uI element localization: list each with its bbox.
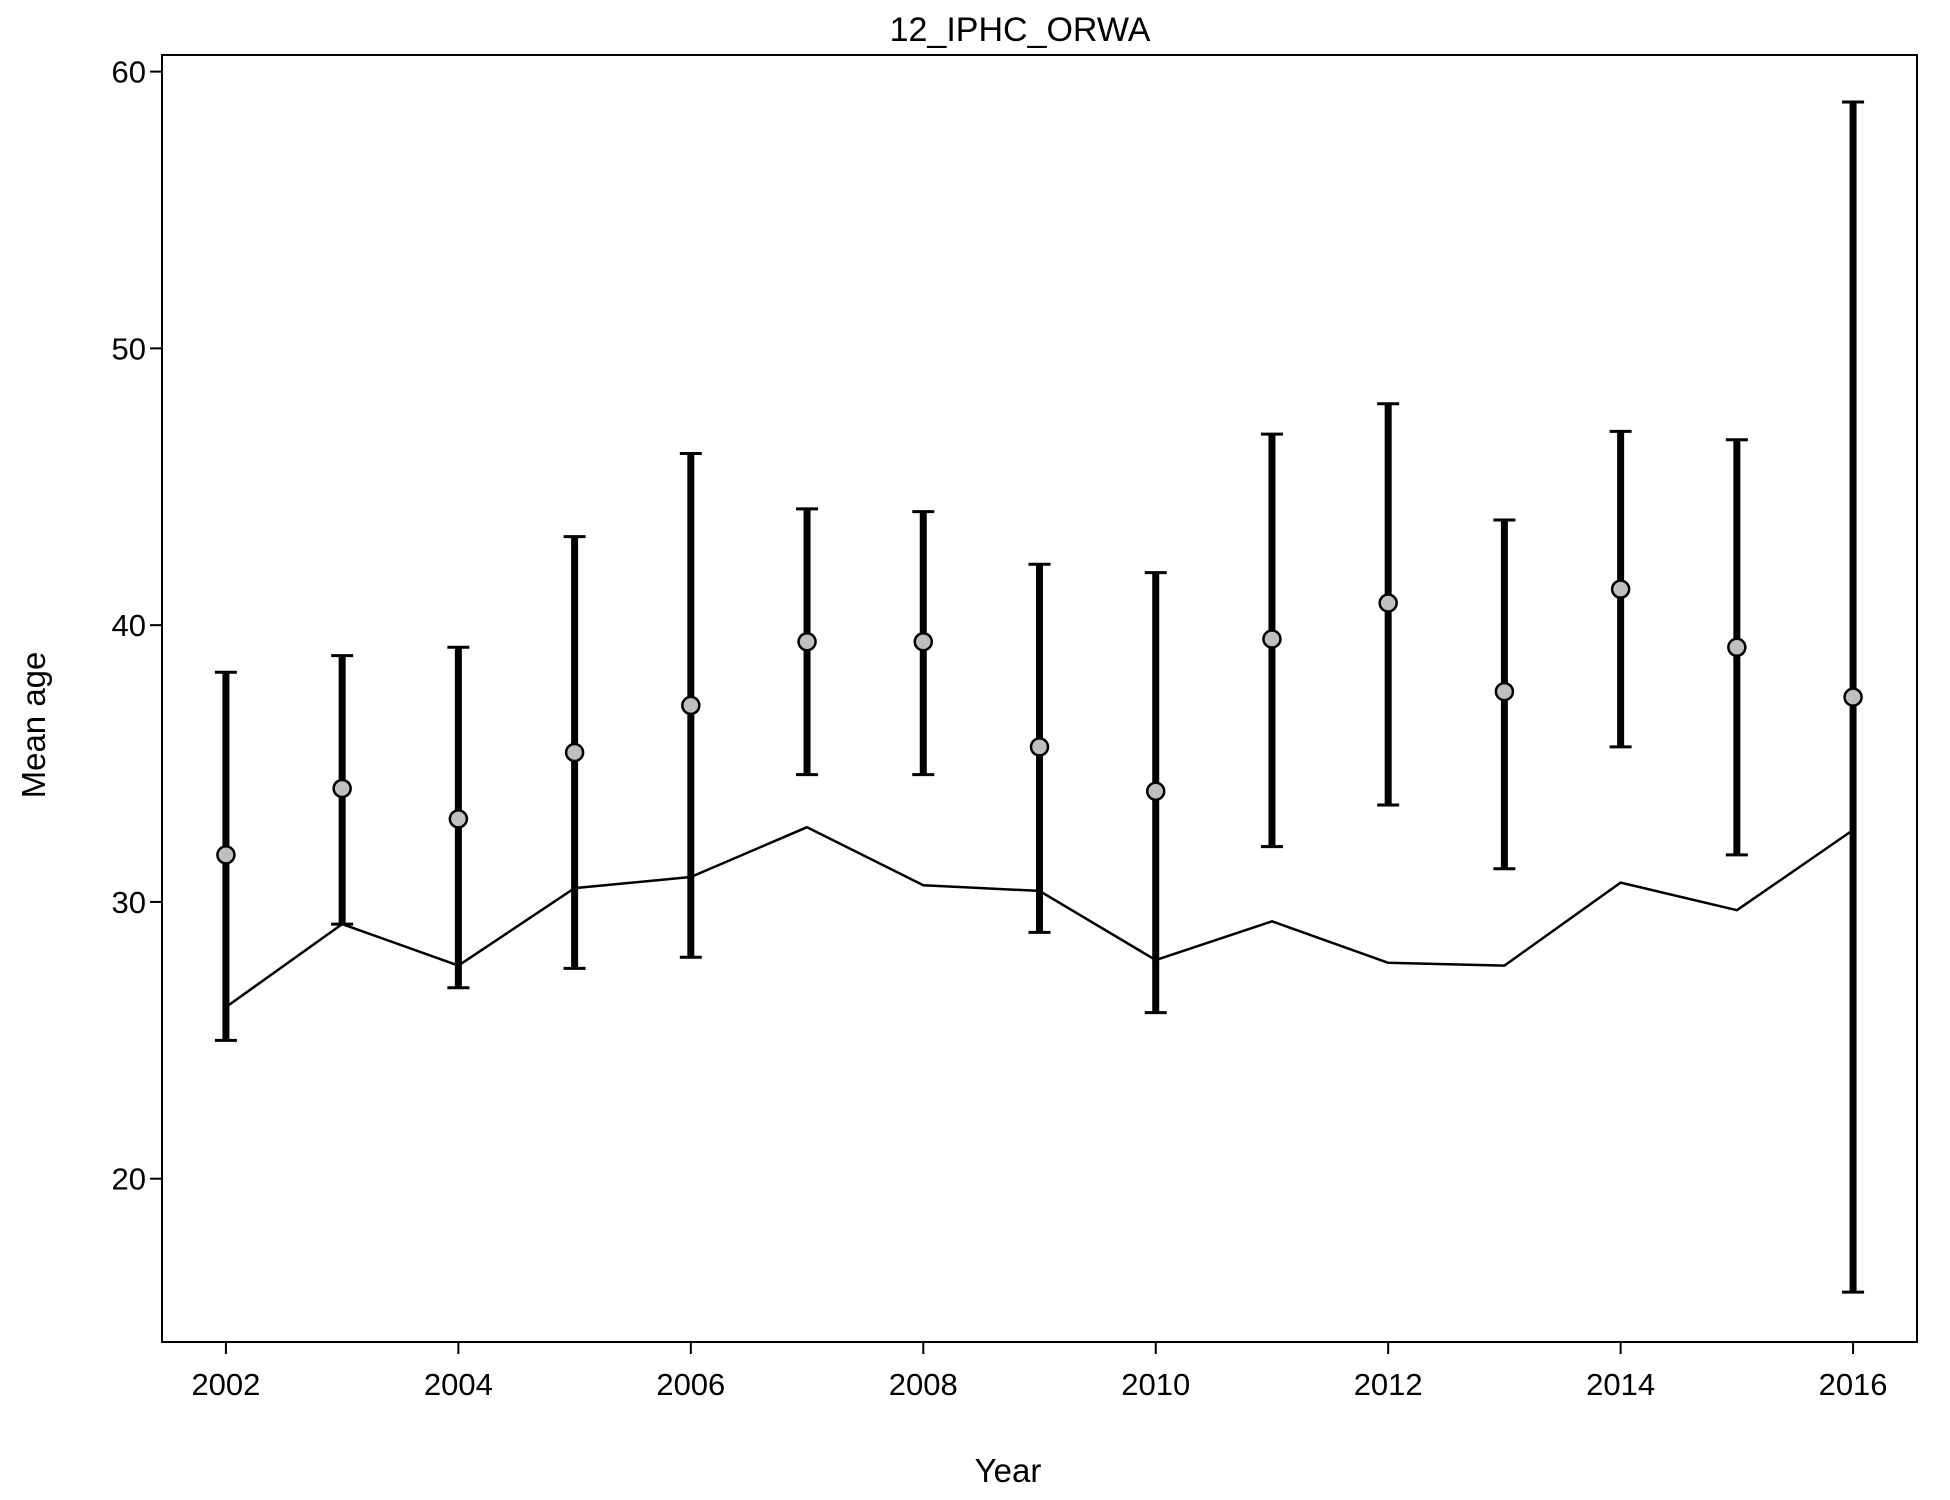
data-point <box>681 695 701 716</box>
data-point <box>564 742 585 763</box>
y-tick-label: 20 <box>112 1162 146 1197</box>
data-point <box>797 632 817 652</box>
x-tick-label: 2010 <box>1121 1367 1190 1402</box>
plot-frame <box>161 54 1918 1343</box>
x-tick-label: 2006 <box>656 1367 725 1402</box>
data-point <box>1610 579 1631 599</box>
x-axis: 2002 2004 2006 2008 2010 2012 2014 2016 <box>191 1342 1888 1402</box>
x-tick-label: 2016 <box>1819 1367 1888 1402</box>
y-axis: 20 30 40 50 60 <box>112 55 162 1197</box>
data-point <box>913 632 934 652</box>
x-axis-title: Year <box>975 1452 1042 1489</box>
y-tick-label: 50 <box>112 331 146 366</box>
data-point <box>216 845 236 865</box>
x-tick-label: 2014 <box>1586 1367 1655 1402</box>
chart-title: 12_IPHC_ORWA <box>890 11 1151 49</box>
observed-points-series <box>216 579 1863 865</box>
y-tick-label: 40 <box>112 608 146 643</box>
y-tick-label: 60 <box>112 55 146 90</box>
y-axis-title: Mean age <box>15 652 52 799</box>
error-bar-series <box>214 100 1865 1294</box>
data-point <box>1029 737 1050 757</box>
x-tick-label: 2002 <box>191 1367 260 1402</box>
x-tick-label: 2004 <box>424 1367 493 1402</box>
data-point <box>448 809 469 829</box>
y-tick-label: 30 <box>112 885 146 920</box>
x-tick-label: 2012 <box>1354 1367 1423 1402</box>
data-point <box>1494 681 1515 702</box>
data-point <box>1843 687 1863 707</box>
data-point <box>1262 629 1282 649</box>
data-point <box>332 778 352 799</box>
x-tick-label: 2008 <box>889 1367 958 1402</box>
data-point <box>1378 593 1398 613</box>
data-point <box>1727 637 1747 658</box>
data-point <box>1145 781 1166 801</box>
